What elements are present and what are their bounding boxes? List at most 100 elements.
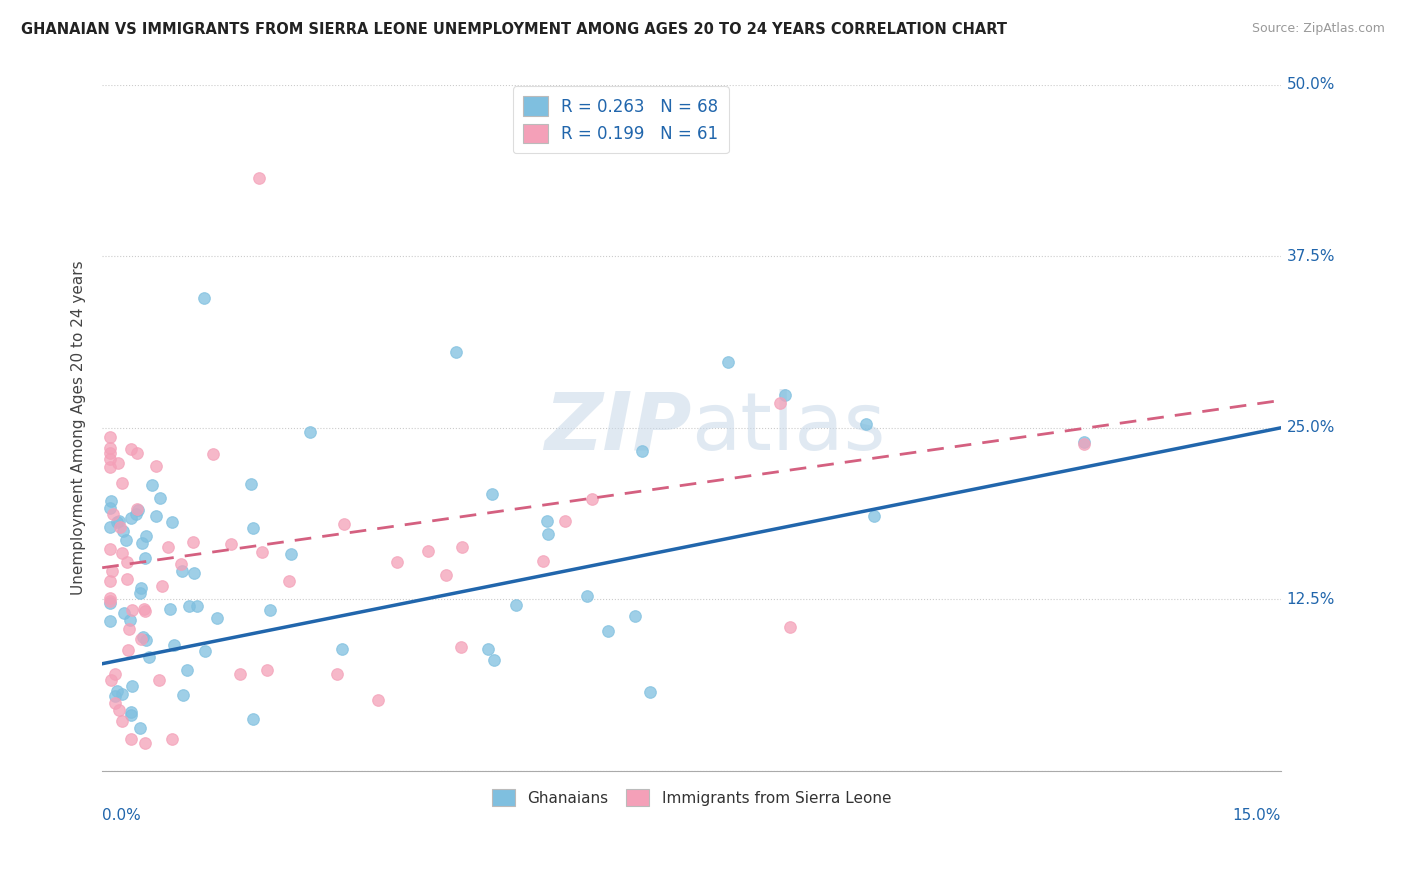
Point	[129, 721, 152, 735]
Point	[134, 604, 156, 618]
Point	[117, 643, 139, 657]
Point	[131, 632, 153, 647]
Point	[333, 517, 356, 532]
Y-axis label: Unemployment Among Ages 20 to 24 years: Unemployment Among Ages 20 to 24 years	[72, 260, 86, 595]
Text: ZIP: ZIP	[544, 389, 692, 467]
Point	[554, 515, 576, 529]
Point	[135, 633, 157, 648]
Point	[100, 494, 122, 508]
Point	[531, 554, 554, 568]
Point	[855, 417, 877, 432]
Point	[115, 555, 138, 569]
Point	[108, 702, 131, 716]
Point	[98, 615, 121, 629]
Point	[111, 714, 134, 728]
Point	[385, 556, 408, 570]
Point	[624, 608, 647, 623]
Point	[598, 624, 620, 639]
Point	[631, 443, 654, 458]
Point	[477, 641, 499, 656]
Point	[98, 430, 121, 444]
Text: GHANAIAN VS IMMIGRANTS FROM SIERRA LEONE UNEMPLOYMENT AMONG AGES 20 TO 24 YEARS : GHANAIAN VS IMMIGRANTS FROM SIERRA LEONE…	[21, 22, 1007, 37]
Point	[129, 586, 152, 600]
Point	[98, 460, 121, 475]
Point	[98, 542, 121, 557]
Point	[193, 291, 215, 305]
Text: 50.0%: 50.0%	[1286, 78, 1336, 93]
Point	[108, 520, 131, 534]
Point	[181, 535, 204, 549]
Point	[444, 345, 467, 359]
Point	[299, 425, 322, 439]
Point	[121, 705, 143, 719]
Point	[160, 732, 183, 747]
Point	[98, 501, 121, 516]
Point	[434, 567, 457, 582]
Point	[240, 477, 263, 491]
Point	[111, 476, 134, 491]
Text: 37.5%: 37.5%	[1286, 249, 1336, 264]
Point	[138, 650, 160, 665]
Point	[98, 446, 121, 460]
Point	[163, 638, 186, 652]
Point	[193, 644, 215, 658]
Point	[131, 535, 153, 549]
Point	[451, 540, 474, 554]
Point	[125, 507, 148, 521]
Point	[100, 673, 122, 687]
Point	[183, 566, 205, 581]
Point	[107, 456, 129, 470]
Point	[769, 396, 792, 410]
Point	[98, 441, 121, 455]
Point	[219, 537, 242, 551]
Point	[118, 622, 141, 636]
Point	[159, 602, 181, 616]
Point	[863, 508, 886, 523]
Text: atlas: atlas	[692, 389, 886, 467]
Point	[129, 582, 152, 596]
Point	[367, 693, 389, 707]
Text: 15.0%: 15.0%	[1233, 808, 1281, 823]
Point	[148, 673, 170, 687]
Point	[242, 712, 264, 726]
Point	[201, 447, 224, 461]
Legend: Ghanaians, Immigrants from Sierra Leone: Ghanaians, Immigrants from Sierra Leone	[486, 782, 897, 813]
Point	[176, 663, 198, 677]
Point	[280, 547, 302, 561]
Point	[638, 684, 661, 698]
Point	[717, 355, 740, 369]
Point	[481, 487, 503, 501]
Point	[105, 515, 128, 529]
Text: 0.0%: 0.0%	[103, 808, 141, 823]
Point	[115, 533, 138, 547]
Point	[179, 599, 201, 613]
Point	[773, 387, 796, 401]
Point	[247, 171, 270, 186]
Point	[145, 508, 167, 523]
Point	[278, 574, 301, 589]
Point	[104, 689, 127, 703]
Point	[127, 503, 149, 517]
Point	[576, 589, 599, 603]
Point	[205, 611, 228, 625]
Point	[132, 630, 155, 644]
Point	[112, 606, 135, 620]
Point	[242, 521, 264, 535]
Point	[103, 696, 125, 710]
Point	[228, 666, 250, 681]
Point	[416, 544, 439, 558]
Point	[120, 708, 142, 723]
Point	[505, 599, 527, 613]
Point	[186, 599, 208, 614]
Point	[98, 593, 121, 607]
Point	[121, 603, 143, 617]
Point	[141, 478, 163, 492]
Point	[581, 492, 603, 507]
Point	[330, 642, 353, 657]
Point	[135, 529, 157, 543]
Point	[149, 491, 172, 506]
Point	[115, 572, 138, 586]
Point	[256, 663, 278, 677]
Point	[125, 446, 148, 460]
Point	[98, 591, 121, 606]
